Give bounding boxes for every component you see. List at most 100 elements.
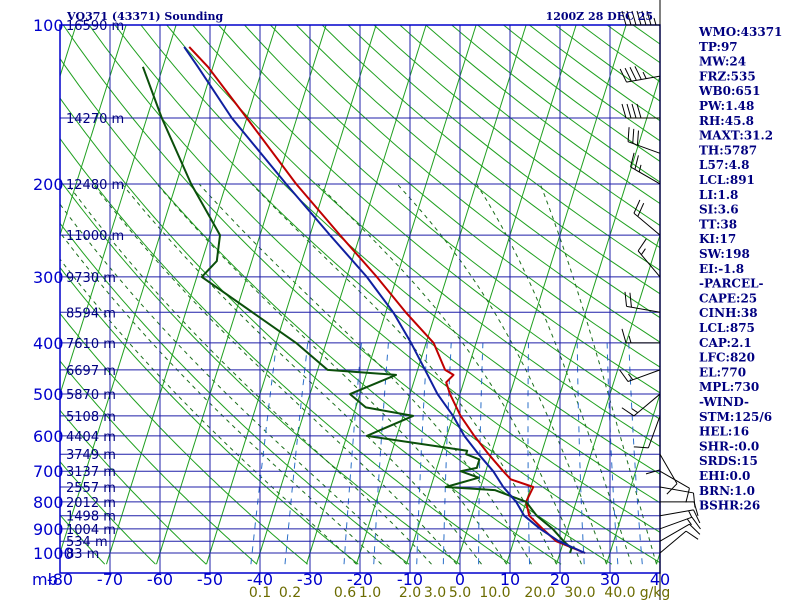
index-item: WMO:43371	[698, 25, 782, 39]
wind-barb	[659, 523, 701, 542]
height-label: 3749 m	[66, 448, 116, 463]
wind-barb-feather	[633, 199, 641, 214]
pressure-label: 800	[33, 493, 64, 512]
height-label: 2557 m	[66, 481, 116, 496]
index-item: LFC:820	[699, 351, 755, 365]
temperature-tick-label: 40	[650, 570, 670, 589]
mixing-ratio-label: 2.0	[399, 585, 421, 600]
mixing-ratio-line	[416, 342, 428, 565]
dry-adiabat	[60, 97, 562, 565]
pressure-label: 200	[33, 175, 64, 194]
height-label: 14270 m	[66, 112, 124, 127]
sounding-profiles	[141, 46, 586, 554]
wind-barb	[659, 509, 701, 524]
temperature-tick-label: -70	[97, 570, 123, 589]
temperature-tick-label: 20	[550, 570, 570, 589]
dry-adiabat	[60, 222, 410, 565]
pressure-label: 300	[33, 268, 64, 287]
wind-barb	[619, 66, 661, 83]
wind-barb-staff	[630, 166, 661, 185]
dry-adiabat	[321, 25, 660, 295]
height-label: 5108 m	[66, 410, 116, 425]
height-label: 11000 m	[66, 229, 124, 244]
wind-barb	[621, 328, 660, 344]
wind-barb-feather	[693, 509, 701, 524]
isotherm	[306, 25, 477, 565]
wind-barb-half-feather	[653, 17, 657, 26]
isotherm	[60, 25, 227, 555]
wind-barb-staff	[659, 453, 678, 484]
temperature-tick-label: -30	[297, 570, 323, 589]
wind-barb	[633, 415, 661, 449]
index-item: HEL:16	[699, 425, 749, 439]
wind-barb	[637, 238, 661, 278]
wind-barb-feather	[627, 127, 630, 142]
temperature-tick-label: 30	[600, 570, 620, 589]
wind-barb-half-feather	[628, 335, 632, 344]
wind-barb	[621, 103, 660, 119]
wind-barb-half-feather	[638, 164, 642, 173]
wind-barb-feather	[636, 130, 639, 146]
mixing-ratio-line	[373, 342, 389, 565]
index-item: -WIND-	[699, 395, 749, 409]
mixing-ratio-label: 40.0	[604, 585, 635, 600]
wind-barb-feather	[693, 501, 699, 516]
height-label: 4404 m	[66, 430, 116, 445]
index-item: SHR-:0.0	[699, 439, 759, 453]
mixing-ratio-line	[343, 342, 362, 565]
height-label: 16590 m	[66, 19, 124, 34]
wind-barb-feather	[619, 68, 627, 83]
dry-adiabat	[60, 514, 106, 565]
temperature-tick-label: -20	[347, 570, 373, 589]
wind-barb-feather	[632, 128, 635, 144]
dry-adiabat	[60, 312, 308, 565]
dry-adiabat	[60, 137, 511, 565]
moist-adiabat	[156, 183, 507, 565]
isotherm	[506, 74, 660, 565]
grid	[59, 0, 661, 600]
index-item: SRDS:15	[699, 454, 758, 468]
pressure-label: 500	[33, 385, 64, 404]
index-item: LI:1.8	[699, 188, 738, 202]
wind-barb-feather	[634, 66, 642, 80]
wind-barb	[630, 152, 661, 185]
isotherm	[406, 25, 577, 565]
temperature-tick-label: 0	[455, 570, 465, 589]
wind-barb-feather	[621, 10, 627, 26]
wind-barb-feather	[637, 238, 647, 252]
wind-barb-feather	[691, 516, 701, 530]
dry-adiabat	[60, 409, 207, 565]
dry-adiabat	[60, 360, 258, 565]
wind-barb-feather	[619, 369, 629, 382]
wind-barb	[619, 369, 661, 382]
wind-barb-feather	[636, 10, 642, 26]
isotherm	[606, 392, 660, 565]
chart-title: VQ371 (43371) Sounding	[66, 10, 224, 23]
pressure-label: 100	[33, 16, 64, 35]
dry-adiabat	[347, 25, 660, 272]
wind-barb-feather	[621, 103, 627, 119]
mixing-ratio-line	[606, 342, 619, 565]
index-item: TP:97	[699, 40, 738, 54]
mixing-ratio-label: 30.0	[564, 585, 595, 600]
mixing-ratio-unit: g/kg	[640, 585, 671, 600]
height-label: 12480 m	[66, 178, 124, 193]
wind-barb-feather	[629, 292, 632, 308]
wind-barb-staff	[627, 141, 661, 154]
wind-barb-feather	[636, 103, 642, 119]
index-item: BSHR:26	[699, 499, 760, 513]
index-item: L57:4.8	[699, 158, 749, 172]
wind-barb-staff	[633, 393, 661, 417]
temperature-tick-label: 10	[500, 570, 520, 589]
mixing-ratio-label: 5.0	[449, 585, 471, 600]
wind-barb-half-feather	[642, 71, 647, 79]
temperature-tick-label: -80	[47, 570, 73, 589]
wind-barb	[645, 435, 661, 475]
mixing-ratio-label: 0.1	[249, 585, 271, 600]
isotherm	[60, 25, 177, 396]
index-item: STM:125/6	[699, 410, 772, 424]
moist-adiabat	[60, 258, 357, 565]
index-item: MW:24	[699, 55, 746, 69]
wind-barb-feather	[633, 446, 649, 449]
index-item: MAXT:31.2	[699, 129, 773, 143]
